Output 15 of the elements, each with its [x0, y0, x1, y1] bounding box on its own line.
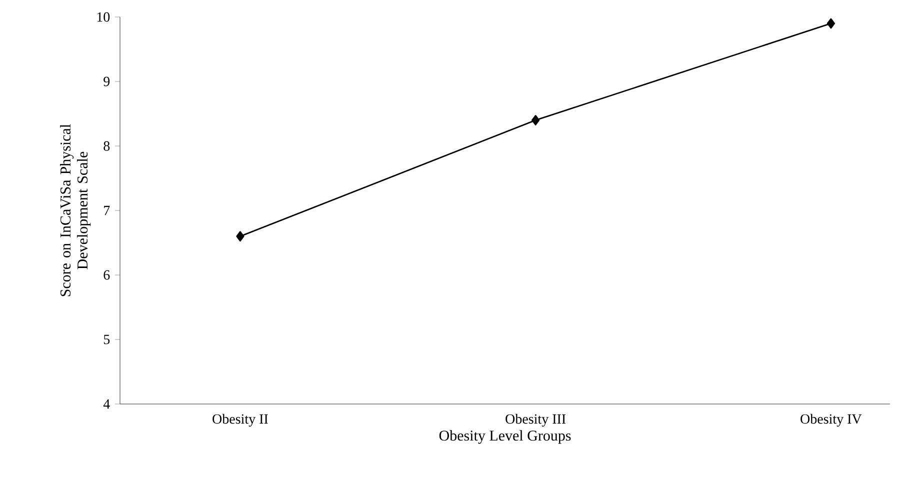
y-tick-label: 6 [104, 270, 110, 280]
y-axis-title: Score on InCaViSa Physical Development Scale [60, 124, 91, 296]
x-tick-label: Obesity II [212, 414, 268, 427]
y-tick-label: 8 [104, 141, 110, 151]
point [532, 115, 540, 126]
point [826, 18, 836, 29]
y-tick-label: 4 [103, 399, 110, 409]
x-tick-label: Obesity III [506, 414, 566, 427]
y-tick-label: 5 [104, 334, 110, 344]
x-axis-title: Obesity Level Groups [439, 430, 571, 444]
y-tick-label: 10 [97, 12, 110, 22]
x-tick-label: Obesity IV [800, 414, 862, 427]
y-tick-label: 9 [104, 76, 110, 86]
y-tick-label: 7 [104, 206, 110, 216]
point [236, 231, 244, 242]
